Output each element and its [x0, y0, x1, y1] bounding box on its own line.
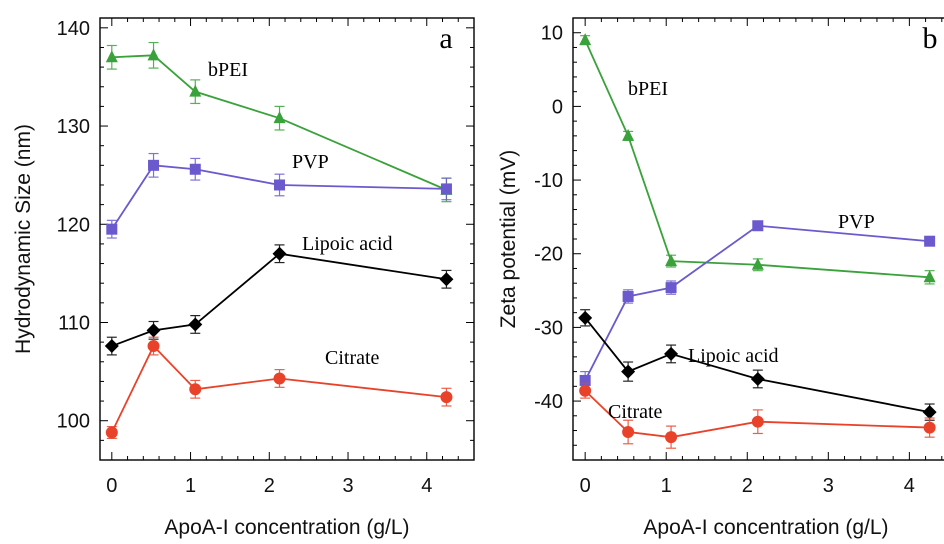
series-bpei: bPEI — [579, 33, 936, 285]
data-point — [924, 235, 936, 247]
x-tick-label: 4 — [421, 475, 432, 497]
data-point — [147, 340, 160, 353]
data-point — [622, 290, 634, 302]
series-bpei: bPEI — [105, 41, 453, 203]
x-axis-label: ApoA-I concentration (g/L) — [643, 516, 888, 539]
y-axis-label: Hydrodynamic Size (nm) — [12, 124, 35, 354]
y-tick-label: -40 — [534, 391, 563, 413]
y-tick-label: -10 — [534, 170, 563, 192]
data-point — [664, 346, 679, 361]
data-point — [665, 431, 678, 444]
panel-letter: b — [923, 22, 938, 55]
data-point — [579, 384, 592, 397]
data-point — [922, 405, 937, 420]
data-point — [105, 426, 118, 439]
y-tick-label: -30 — [534, 317, 563, 339]
series-pvp: PVP — [106, 151, 452, 239]
y-tick-label: 0 — [552, 96, 563, 118]
plot-frame — [99, 17, 475, 461]
y-tick-label: 100 — [57, 411, 90, 433]
x-tick-label: 1 — [661, 475, 672, 497]
series-pvp: PVP — [579, 211, 936, 390]
x-tick-label: 2 — [264, 475, 275, 497]
data-point — [274, 179, 286, 191]
series-citrate: Citrate — [579, 382, 936, 449]
data-point — [440, 391, 453, 404]
data-point — [146, 323, 161, 338]
y-tick-label: 110 — [58, 312, 90, 334]
x-axis-label: ApoA-I concentration (g/L) — [164, 516, 409, 539]
data-point — [578, 310, 593, 325]
series-label: bPEI — [628, 78, 668, 100]
data-point — [923, 270, 936, 283]
data-point — [272, 246, 287, 261]
data-point — [750, 371, 765, 386]
data-point — [188, 317, 203, 332]
x-tick-label: 0 — [106, 475, 117, 497]
data-point — [622, 128, 635, 141]
series-label: PVP — [838, 211, 875, 233]
x-tick-label: 2 — [742, 475, 753, 497]
series-label: bPEI — [208, 59, 248, 81]
data-point — [621, 364, 636, 379]
series-line — [111, 252, 447, 347]
x-tick-label: 3 — [823, 475, 834, 497]
y-tick-label: -20 — [534, 244, 563, 266]
series-lipoic-acid: Lipoic acid — [104, 233, 454, 356]
series-label: Lipoic acid — [688, 345, 779, 367]
x-tick-label: 0 — [580, 475, 591, 497]
data-point — [148, 159, 160, 171]
series-label: PVP — [292, 151, 329, 173]
data-point — [751, 257, 764, 270]
y-tick-label: 140 — [57, 18, 90, 40]
data-point — [189, 163, 201, 175]
y-tick-label: 120 — [57, 214, 90, 236]
data-point — [189, 383, 202, 396]
x-tick-label: 1 — [185, 475, 196, 497]
series-label: Citrate — [608, 401, 663, 423]
data-point — [622, 426, 635, 439]
data-point — [579, 33, 592, 46]
data-point — [105, 50, 118, 63]
panel-letter: a — [439, 22, 452, 55]
data-point — [273, 111, 286, 124]
data-point — [189, 84, 202, 97]
series-lipoic-acid: Lipoic acid — [578, 309, 937, 421]
y-tick-label: 10 — [541, 23, 563, 45]
data-point — [751, 415, 764, 428]
x-tick-label: 4 — [904, 475, 915, 497]
data-point — [923, 421, 936, 434]
chart-panel-b: 0 1 2 3 4 10 0 -10 -20 -30 -40 ApoA-I concentration… — [497, 17, 944, 539]
data-point — [665, 254, 678, 267]
data-point — [273, 372, 286, 385]
series-label: Lipoic acid — [302, 233, 393, 255]
data-point — [579, 374, 591, 386]
data-point — [440, 183, 452, 195]
y-tick-label: 130 — [57, 116, 90, 138]
data-point — [439, 272, 454, 287]
data-point — [147, 48, 160, 61]
series-line — [111, 344, 447, 433]
data-point — [104, 339, 119, 354]
chart-panel-a: 0 1 2 3 4 100 110 120 130 140 ApoA-I concentration… — [12, 17, 475, 539]
data-point — [752, 220, 764, 232]
series-line — [584, 39, 930, 279]
x-tick-label: 3 — [342, 475, 353, 497]
data-point — [665, 282, 677, 294]
series-citrate: Citrate — [105, 336, 453, 439]
data-point — [106, 223, 118, 235]
series-label: Citrate — [325, 347, 380, 369]
y-axis-label: Zeta potential (mV) — [497, 150, 520, 329]
